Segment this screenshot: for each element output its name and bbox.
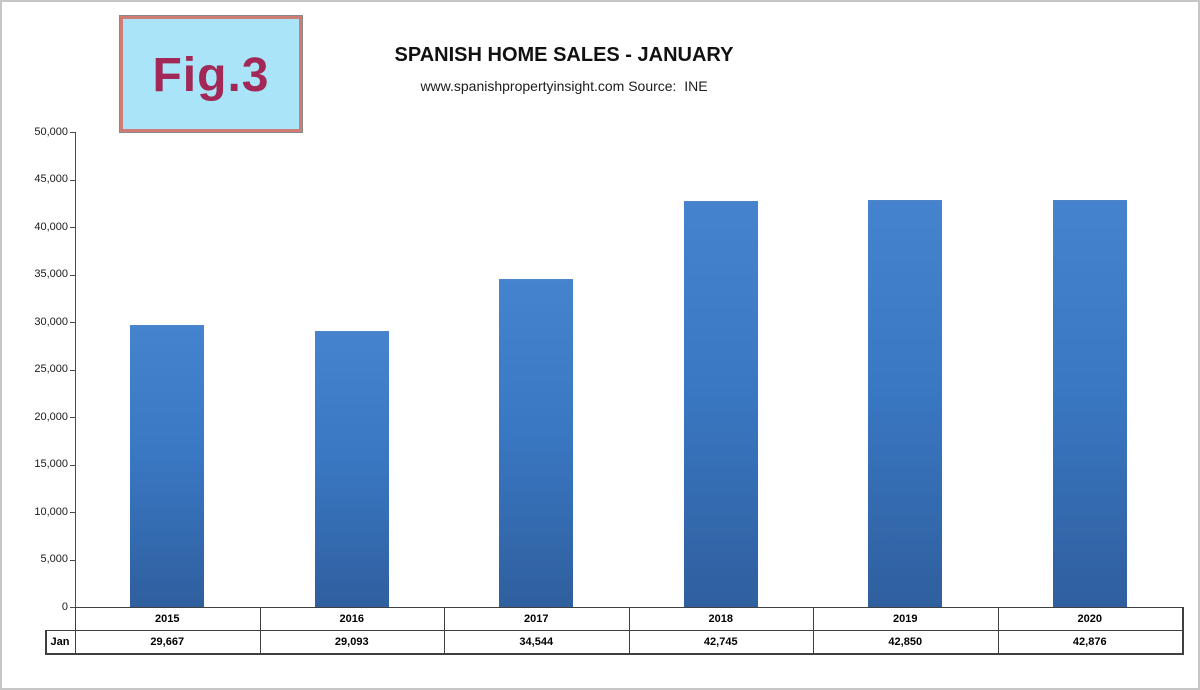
y-tick-label: 0 [61,600,68,613]
bar-2016 [314,330,389,607]
bar-2020 [1052,199,1127,607]
table-divider [259,607,261,653]
y-tick-label: 25,000 [34,363,68,375]
chart-title: SPANISH HOME SALES - JANUARY [394,44,734,66]
bar-2018 [683,200,758,607]
y-tick-label: 45,000 [34,173,68,185]
table-axis-line [75,607,76,653]
table-divider [628,607,630,653]
figure-label: Fig.3 [152,48,270,102]
table-value-cell: 42,876 [1072,635,1107,648]
y-tick-label: 10,000 [34,505,68,518]
bar-2019 [868,199,943,607]
bar-2017 [499,278,574,607]
table-year-cell: 2015 [155,612,180,625]
y-tick-label: 20,000 [34,410,68,423]
chart-subtitle: www.spanishpropertyinsight.com Source: I… [420,78,708,94]
y-tick-mark [70,417,75,418]
y-tick-label: 15,000 [34,458,68,470]
y-tick-mark [70,607,75,608]
table-mid-line [45,630,1184,631]
y-tick-mark [70,227,75,228]
figure-label-box: Fig.3 [119,15,303,133]
table-value-cell: 42,850 [888,635,923,648]
table-year-cell: 2019 [893,612,918,625]
table-divider [997,607,999,653]
table-year-cell: 2017 [524,612,549,625]
y-axis-line [75,132,76,608]
y-tick-mark [70,179,75,181]
table-series-name: Jan [50,635,70,648]
table-bottom-line [45,653,1184,655]
table-divider [444,607,445,653]
table-value-cell: 42,745 [703,635,738,648]
y-tick-label: 30,000 [34,315,68,328]
table-year-cell: 2018 [708,612,733,625]
x-axis-line [75,607,1184,608]
y-tick-mark [70,512,75,513]
table-left-line [45,630,47,653]
y-tick-mark [70,132,75,133]
y-tick-label: 40,000 [34,220,68,233]
y-tick-mark [70,322,75,323]
y-tick-mark [70,274,75,276]
y-tick-mark [70,369,75,371]
table-value-cell: 29,093 [334,635,369,648]
table-value-cell: 29,667 [150,635,185,648]
y-tick-mark [70,559,75,561]
y-tick-mark [70,464,75,466]
y-tick-label: 5,000 [40,553,68,565]
table-value-cell: 34,544 [519,635,554,648]
table-year-cell: 2020 [1077,612,1102,625]
table-divider [813,607,814,653]
table-right-line [1182,607,1184,653]
bar-2015 [130,325,205,607]
y-tick-label: 50,000 [34,125,68,138]
table-year-cell: 2016 [339,612,364,625]
y-tick-label: 35,000 [34,268,68,280]
